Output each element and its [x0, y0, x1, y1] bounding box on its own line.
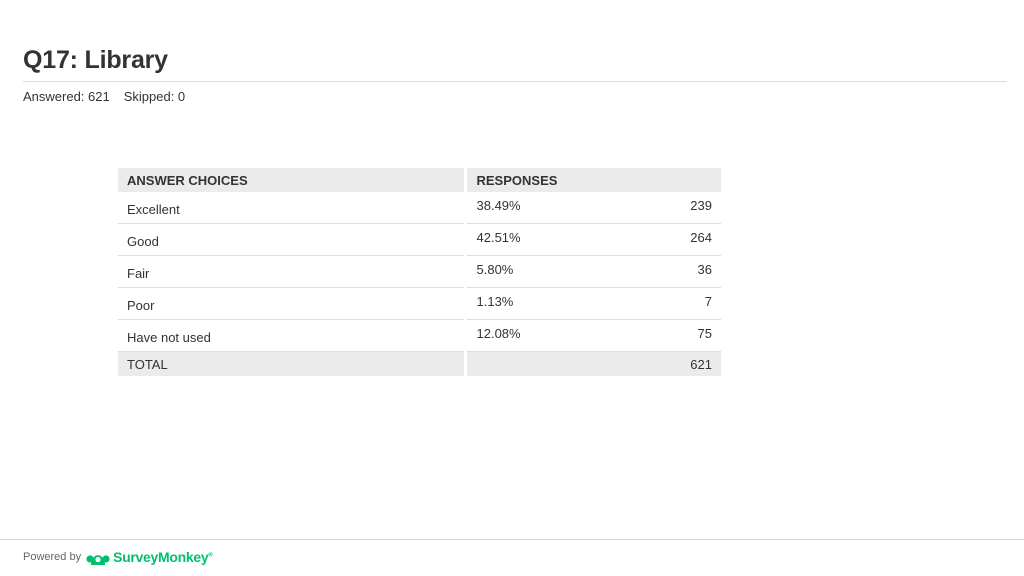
- surveymonkey-logo-icon: [86, 555, 110, 565]
- answer-choice-label: Poor: [118, 287, 465, 320]
- table-row: Poor 1.13% 7: [118, 287, 721, 320]
- footer-divider: [0, 539, 1024, 540]
- response-count: 7: [704, 294, 712, 309]
- response-count: 36: [697, 262, 712, 277]
- powered-by-text: Powered by: [23, 551, 82, 563]
- table-row: Excellent 38.49% 239: [118, 192, 721, 224]
- total-label: TOTAL: [118, 351, 465, 376]
- response-count: 264: [690, 230, 712, 245]
- answer-choice-label: Have not used: [118, 319, 465, 352]
- answered-count: Answered: 621: [23, 89, 110, 104]
- response-cell: 38.49% 239: [463, 192, 721, 224]
- responses-header: RESPONSES: [463, 168, 721, 192]
- answer-choice-label: Excellent: [118, 192, 465, 224]
- response-percent: 38.49%: [476, 198, 521, 213]
- response-cell: 5.80% 36: [463, 255, 721, 288]
- answer-choice-label: Good: [118, 223, 465, 256]
- total-row: TOTAL 621: [118, 351, 721, 376]
- response-count: 239: [690, 198, 712, 213]
- results-table: ANSWER CHOICES RESPONSES Excellent 38.49…: [118, 168, 721, 376]
- response-percent: 1.13%: [476, 294, 514, 309]
- title-divider: [23, 81, 1007, 82]
- table-row: Good 42.51% 264: [118, 223, 721, 256]
- response-count: 75: [697, 326, 712, 341]
- response-stats: Answered: 621 Skipped: 0: [23, 89, 185, 104]
- response-cell: 1.13% 7: [463, 287, 721, 320]
- total-cell: 621: [463, 351, 721, 376]
- response-percent: 42.51%: [476, 230, 521, 245]
- table-row: Have not used 12.08% 75: [118, 319, 721, 352]
- response-percent: 12.08%: [476, 326, 521, 341]
- answer-choices-header: ANSWER CHOICES: [118, 168, 465, 192]
- footer: Powered by SurveyMonkey®: [23, 548, 213, 566]
- total-count: 621: [690, 356, 712, 372]
- surveymonkey-brand[interactable]: SurveyMonkey®: [113, 549, 213, 565]
- table-row: Fair 5.80% 36: [118, 255, 721, 288]
- page-title: Q17: Library: [23, 46, 168, 74]
- response-cell: 42.51% 264: [463, 223, 721, 256]
- response-percent: 5.80%: [476, 262, 514, 277]
- answer-choice-label: Fair: [118, 255, 465, 288]
- table-header-row: ANSWER CHOICES RESPONSES: [118, 168, 721, 192]
- skipped-count: Skipped: 0: [123, 89, 186, 104]
- response-cell: 12.08% 75: [463, 319, 721, 352]
